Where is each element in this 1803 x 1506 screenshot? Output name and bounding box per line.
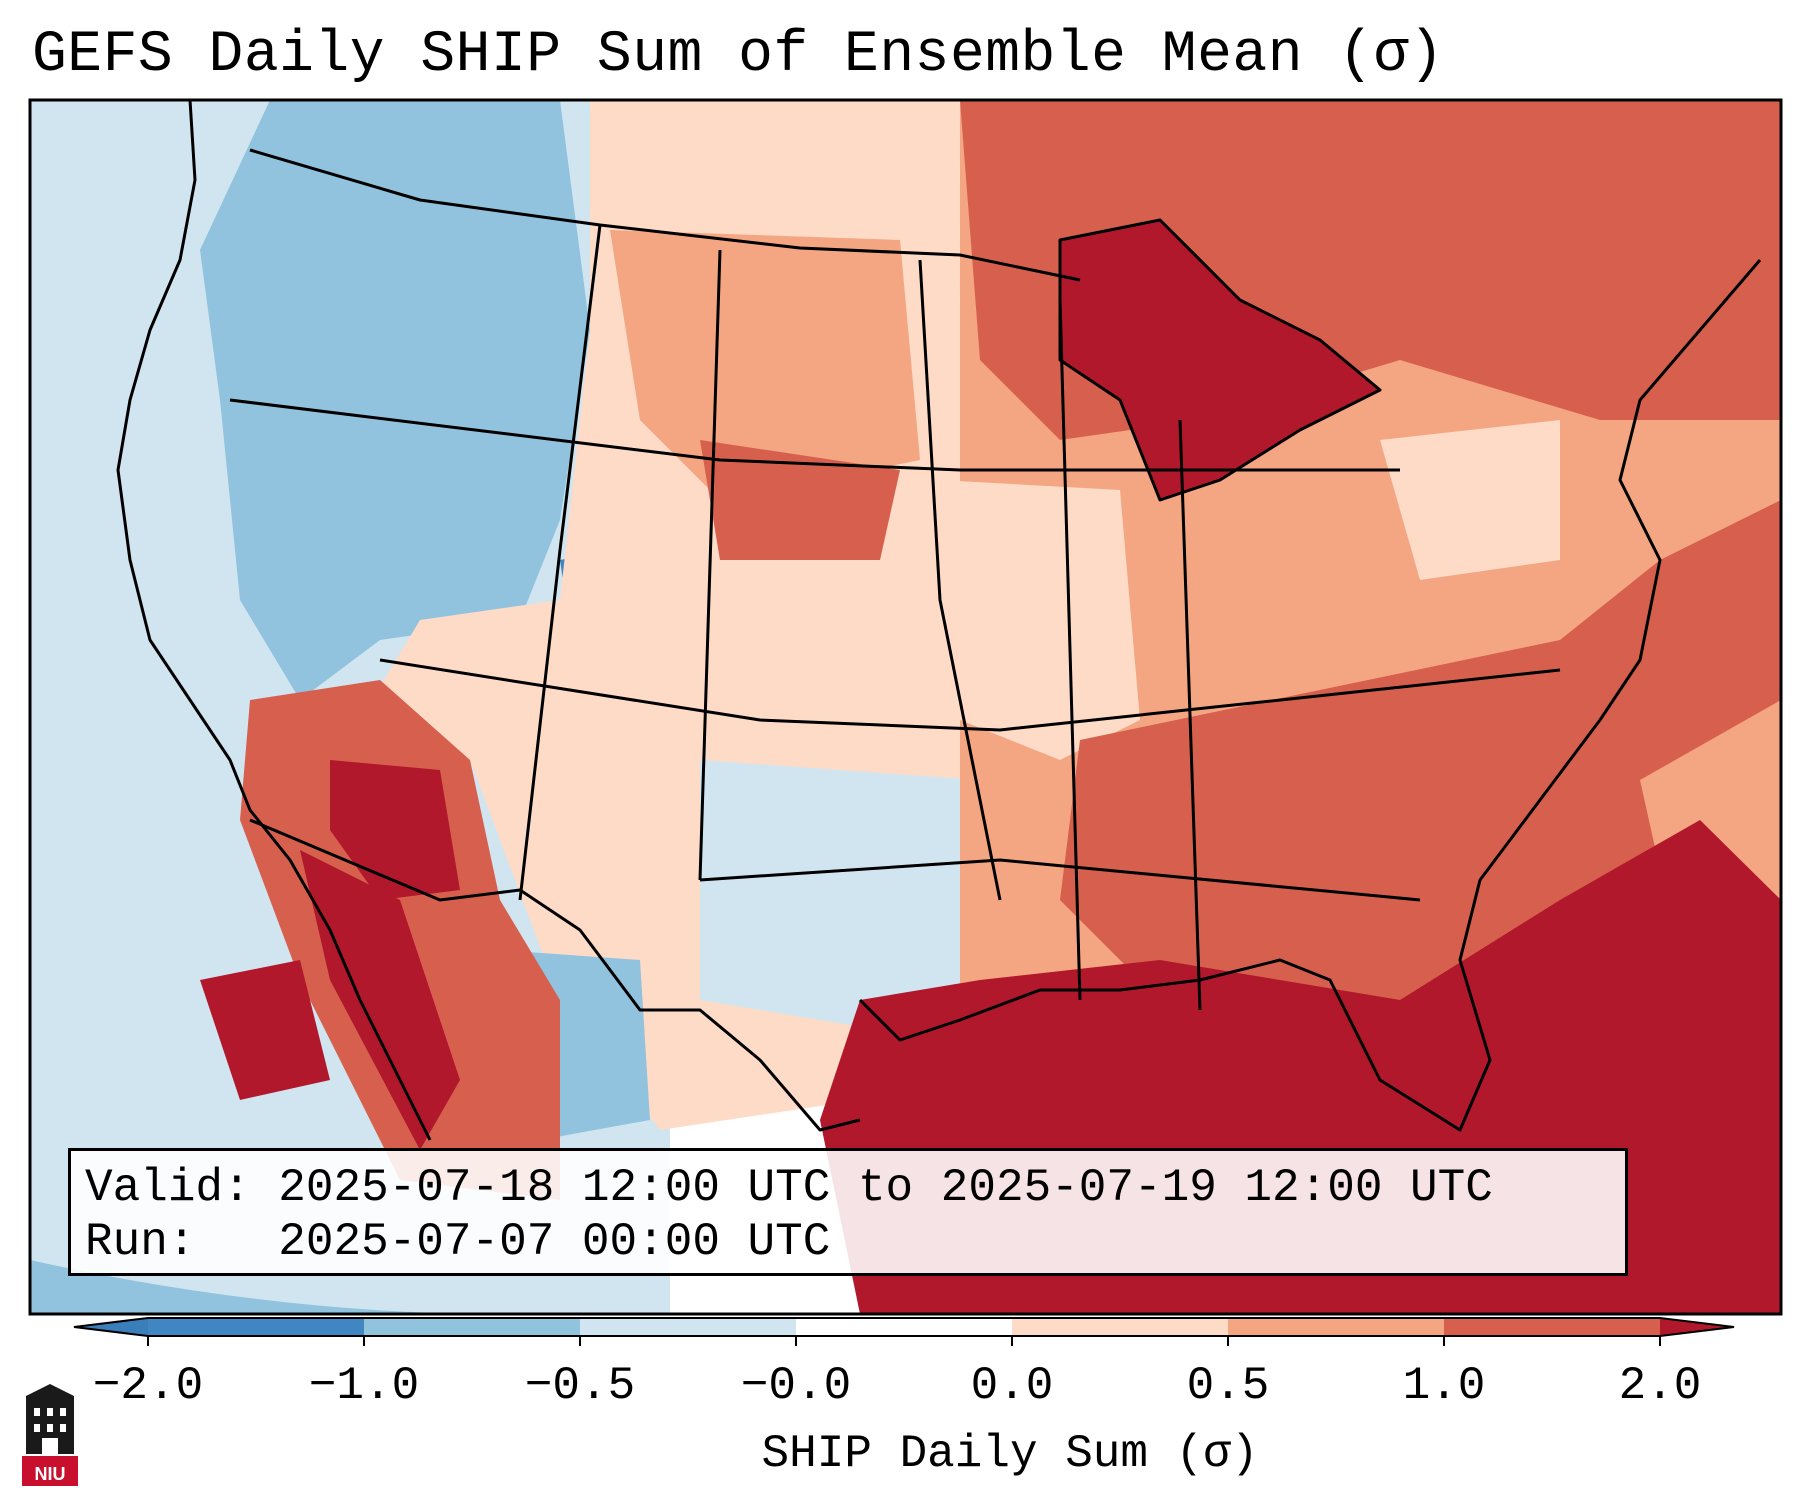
colorbar-tick-label: 0.0 — [970, 1360, 1054, 1412]
map-title: GEFS Daily SHIP Sum of Ensemble Mean (σ) — [32, 23, 1445, 88]
run-value: 2025-07-07 00:00 UTC — [278, 1216, 831, 1268]
colorbar-tick-label: 2.0 — [1618, 1360, 1702, 1412]
state-line-horizontal-3 — [699, 858, 1421, 902]
colorbar-bin — [1444, 1318, 1660, 1336]
run-label: Run: — [85, 1216, 196, 1268]
niu-logo: NIU — [22, 1384, 78, 1486]
field-eastpac-strong — [200, 960, 330, 1100]
great-lakes-outline — [1058, 218, 1382, 502]
info-box: Valid: 2025-07-18 12:00 UTC to 2025-07-1… — [68, 1148, 1628, 1276]
state-line-east — [1178, 419, 1202, 1011]
state-line-rockies — [518, 224, 602, 901]
field-texas-weak-negative — [700, 760, 1000, 1030]
colorbar-extend-low — [74, 1318, 148, 1336]
boundary-lines — [116, 100, 1762, 1141]
gulf-coastline — [858, 259, 1762, 1132]
field-dakotas-positive — [610, 230, 920, 500]
colorbar-bin — [580, 1318, 796, 1336]
field-nebraska-strong-positive — [700, 440, 900, 560]
west-coastline — [116, 100, 432, 1141]
state-line-horizontal-2 — [379, 658, 1561, 732]
field-arizona-extreme — [330, 760, 460, 900]
colorbar-bin — [1228, 1318, 1444, 1336]
state-line-ohio-valley — [1058, 299, 1082, 1001]
colorbar-tick-label: 0.5 — [1186, 1360, 1270, 1412]
state-line-horizontal-1 — [229, 398, 1400, 472]
colorbar-tick-label: −2.0 — [92, 1360, 204, 1412]
colorbar-bin — [364, 1318, 580, 1336]
field-southwest-corner — [30, 1260, 560, 1314]
valid-value: 2025-07-18 12:00 UTC to 2025-07-19 12:00… — [278, 1162, 1493, 1214]
field-baja-extreme — [300, 850, 460, 1150]
colorbar — [73, 1317, 1735, 1346]
field-midatlantic-weak — [1380, 420, 1560, 580]
niu-logo-text: NIU — [35, 1464, 66, 1484]
field-northwest-negative — [200, 100, 590, 700]
colorbar-bin — [148, 1318, 364, 1336]
colorbar-extend-high — [1660, 1318, 1734, 1336]
state-line-plains — [698, 249, 722, 881]
mexico-border — [249, 818, 861, 1132]
field-missouri-weak — [940, 480, 1140, 760]
canada-border — [249, 148, 1081, 282]
colorbar-bin — [796, 1318, 1012, 1336]
colorbar-tick-label: −1.0 — [308, 1360, 420, 1412]
map-frame — [28, 98, 1783, 1316]
colorbar-bin — [1012, 1318, 1228, 1336]
anomaly-field — [30, 100, 1781, 1314]
colorbar-title: SHIP Daily Sum (σ) — [761, 1428, 1259, 1480]
colorbar-tick-label: −0.5 — [524, 1360, 636, 1412]
valid-label: Valid: — [85, 1162, 251, 1214]
colorbar-tick-label: 1.0 — [1402, 1360, 1486, 1412]
state-line-mississippi — [918, 259, 1002, 901]
colorbar-tick-label: −0.0 — [740, 1360, 852, 1412]
